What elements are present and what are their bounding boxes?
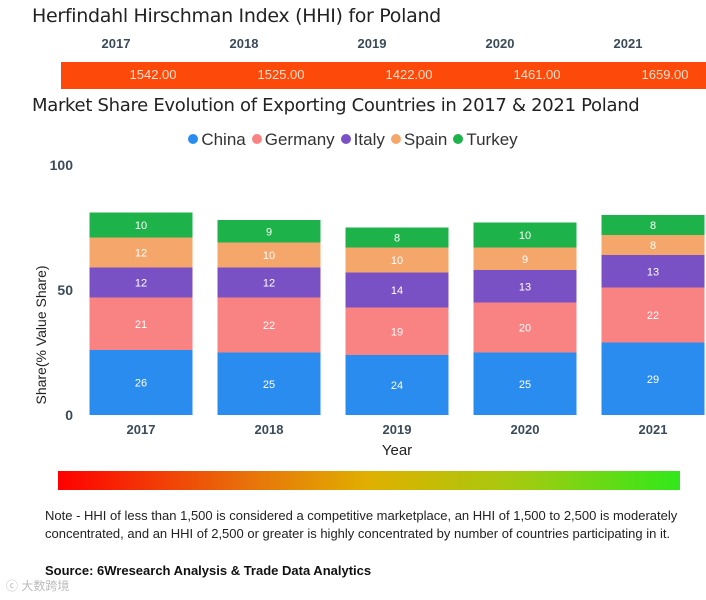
- hhi-value: 1542.00: [129, 67, 177, 82]
- legend-item[interactable]: Germany: [251, 130, 335, 149]
- bar-segment-germany: [345, 307, 449, 355]
- data-label: 25: [263, 379, 275, 391]
- bar-segment-turkey: [217, 220, 321, 243]
- source-text: Source: 6Wresearch Analysis & Trade Data…: [45, 563, 372, 578]
- y-tick-label: 100: [50, 157, 74, 173]
- legend-dot-icon: [390, 134, 401, 144]
- y-tick-label: 50: [57, 282, 73, 298]
- bar-segment-germany: [601, 287, 705, 343]
- x-tick-label: 2019: [383, 422, 412, 437]
- data-label: 10: [519, 230, 531, 242]
- data-label: 25: [519, 379, 531, 391]
- hhi-value: 1659.00: [641, 67, 689, 82]
- legend-dot-icon: [453, 134, 464, 144]
- legend-item[interactable]: China: [188, 130, 246, 149]
- bar-segment-turkey: [601, 215, 705, 235]
- y-axis-label: Share(% Value Share): [33, 265, 49, 404]
- data-label: 13: [647, 266, 659, 278]
- legend: China Germany Italy Spain Turkey: [0, 130, 706, 150]
- bar-segment-china: [89, 350, 193, 415]
- hhi-year: 2017: [101, 36, 131, 51]
- legend-dot-icon: [188, 134, 199, 144]
- bar-segment-china: [345, 355, 449, 415]
- note-text: Note - HHI of less than 1,500 is conside…: [45, 508, 678, 541]
- data-label: 26: [135, 378, 147, 390]
- stacked-bar-chart: 0 50 100 Share(% Value Share) Year 26 21 12 12 10…: [33, 157, 705, 459]
- data-label: 13: [519, 281, 531, 293]
- data-label: 10: [135, 220, 147, 232]
- bar-segment-italy: [473, 270, 577, 303]
- data-label: 21: [135, 319, 147, 331]
- data-label: 12: [135, 278, 147, 290]
- legend-label: Italy: [353, 130, 385, 149]
- legend-label: Spain: [403, 130, 448, 149]
- data-label: 8: [650, 240, 656, 252]
- bar-segment-spain: [601, 235, 705, 255]
- watermark-logo: ⓒ 大数跨境: [6, 579, 70, 593]
- data-label: 20: [519, 323, 531, 335]
- legend-item[interactable]: Spain: [390, 130, 448, 149]
- bar-segment-italy: [89, 267, 193, 298]
- data-label: 22: [263, 320, 275, 332]
- x-tick-label: 2020: [511, 422, 540, 437]
- legend-item[interactable]: Italy: [340, 130, 385, 149]
- hhi-year: 2018: [229, 36, 259, 51]
- data-label: 14: [391, 285, 403, 297]
- hhi-bar: [61, 62, 706, 89]
- hhi-color-scale: [58, 471, 680, 490]
- bar-segment-germany: [217, 297, 321, 353]
- bar-segment-china: [601, 342, 705, 415]
- bar-segment-turkey: [473, 222, 577, 248]
- y-tick-label: 0: [65, 407, 73, 423]
- data-label: 10: [391, 255, 403, 267]
- legend-dot-icon: [251, 134, 262, 144]
- legend-label: China: [201, 130, 246, 149]
- bar-segment-spain: [217, 242, 321, 268]
- bar-segment-italy: [601, 255, 705, 288]
- data-label: 12: [263, 278, 275, 290]
- hhi-year: 2021: [613, 36, 643, 51]
- legend-label: Turkey: [466, 130, 518, 149]
- bar-segment-spain: [345, 247, 449, 273]
- bar-segment-china: [217, 352, 321, 415]
- bar-segment-turkey: [89, 212, 193, 238]
- data-label: 22: [647, 310, 659, 322]
- data-label: 19: [391, 326, 403, 338]
- data-label: 12: [135, 248, 147, 260]
- data-label: 8: [394, 233, 400, 245]
- hhi-year: 2019: [357, 36, 387, 51]
- bar-segment-spain: [473, 247, 577, 270]
- legend-item[interactable]: Turkey: [453, 130, 518, 149]
- bar-segment-germany: [89, 297, 193, 350]
- chart-title: Market Share Evolution of Exporting Coun…: [32, 95, 640, 116]
- bar-segment-italy: [345, 272, 449, 308]
- bar-segment-italy: [217, 267, 321, 298]
- hhi-title: Herfindahl Hirschman Index (HHI) for Pol…: [32, 5, 441, 27]
- hhi-year: 2020: [485, 36, 515, 51]
- x-axis-label: Year: [382, 442, 412, 459]
- hhi-value: 1525.00: [257, 67, 305, 82]
- data-label: 9: [522, 254, 528, 266]
- data-label: 29: [647, 374, 659, 386]
- x-tick-label: 2021: [639, 422, 668, 437]
- watermark-text: 大数跨境: [21, 579, 70, 593]
- legend-dot-icon: [340, 134, 351, 144]
- data-label: 24: [391, 380, 403, 392]
- bar-segment-china: [473, 352, 577, 415]
- x-tick-label: 2018: [255, 422, 284, 437]
- bar-segment-spain: [89, 237, 193, 268]
- data-label: 9: [266, 226, 272, 238]
- data-label: 8: [650, 220, 656, 232]
- data-label: 10: [263, 250, 275, 262]
- bar-segment-germany: [473, 302, 577, 353]
- hhi-value: 1461.00: [513, 67, 561, 82]
- x-tick-label: 2017: [127, 422, 156, 437]
- hhi-value: 1422.00: [385, 67, 433, 82]
- bar-segment-turkey: [345, 227, 449, 248]
- legend-label: Germany: [264, 130, 335, 149]
